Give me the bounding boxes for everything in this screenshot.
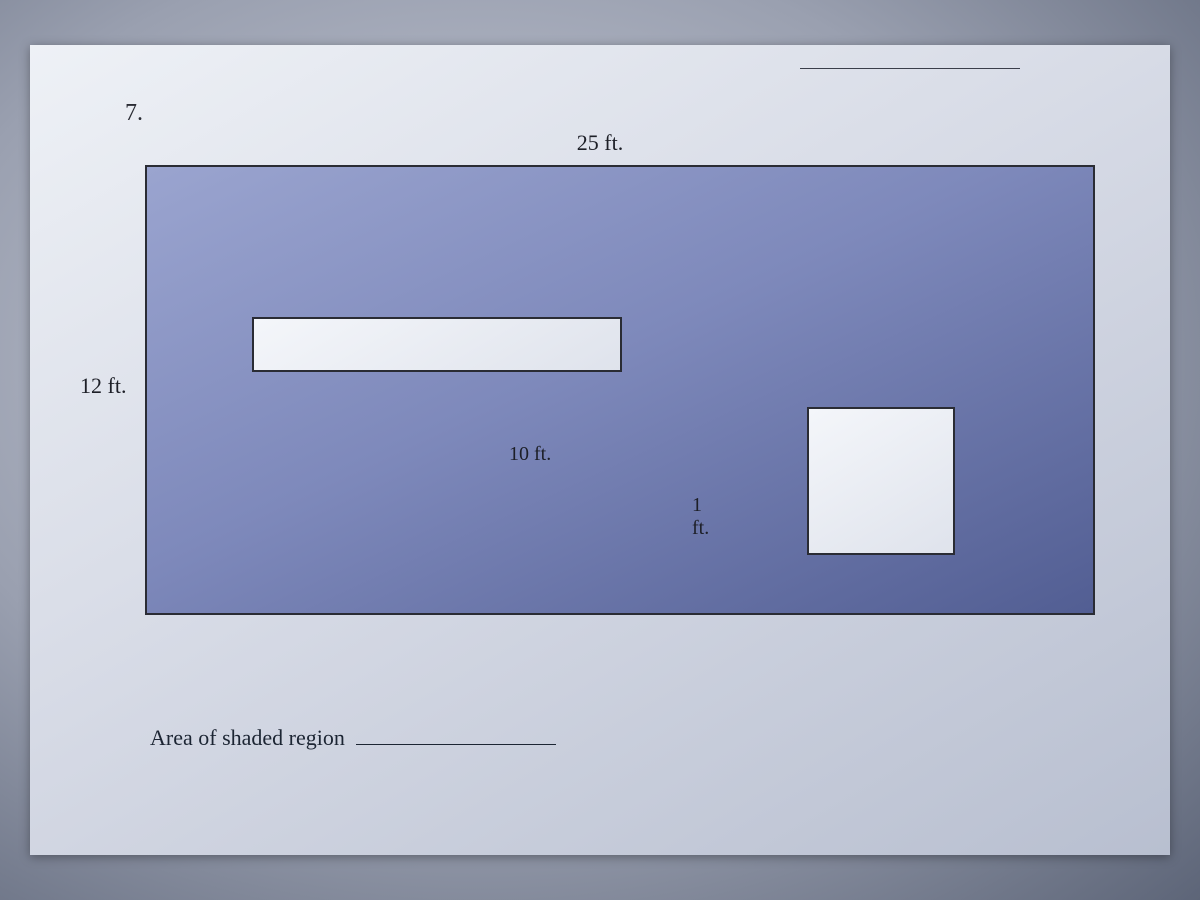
previous-answer-blank-fragment (800, 50, 1020, 69)
problem-number: 7. (125, 100, 143, 127)
answer-blank[interactable] (356, 744, 556, 745)
cutout1-height-label: 1 ft. (692, 494, 709, 540)
cutout-square-3x3: 3 ft. 3 ft. (807, 407, 955, 555)
worksheet-page: 7. 25 ft. 12 ft. 10 ft. 1 ft. 3 ft. 3 ft… (30, 45, 1170, 855)
outer-width-label: 25 ft. (30, 130, 1170, 156)
answer-line: Area of shaded region (150, 725, 556, 751)
answer-prompt-text: Area of shaded region (150, 725, 345, 750)
cutout-rectangle-10x1: 10 ft. 1 ft. (252, 317, 622, 372)
outer-shaded-rectangle: 10 ft. 1 ft. 3 ft. 3 ft. (145, 165, 1095, 615)
outer-height-label: 12 ft. (80, 373, 126, 399)
cutout1-width-label: 10 ft. (509, 443, 551, 466)
